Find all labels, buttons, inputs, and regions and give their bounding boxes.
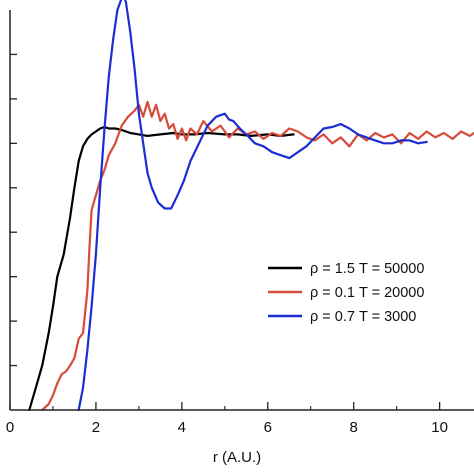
plot-series-group [28,0,474,412]
legend-label-3: ρ = 0.7 T = 3000 [310,309,416,325]
x-tick-label-0: 0 [6,419,14,436]
x-tick-label-3: 6 [264,419,272,436]
legend-label-1: ρ = 1.5 T = 50000 [310,261,424,277]
series-line-3 [77,0,428,412]
x-tick-label-1: 2 [92,419,100,436]
x-tick-label-4: 8 [350,419,358,436]
series-line-2 [41,100,474,412]
legend-label-2: ρ = 0.1 T = 20000 [310,285,424,301]
x-tick-label-5: 10 [431,419,448,436]
legend: ρ = 1.5 T = 50000 ρ = 0.1 T = 20000 ρ = 0.… [268,261,424,325]
x-axis-title: r (A.U.) [213,449,261,466]
x-tick-label-2: 4 [178,419,186,436]
axes-group: 0 2 4 6 8 10 [6,10,474,436]
series-line-1 [28,125,295,412]
